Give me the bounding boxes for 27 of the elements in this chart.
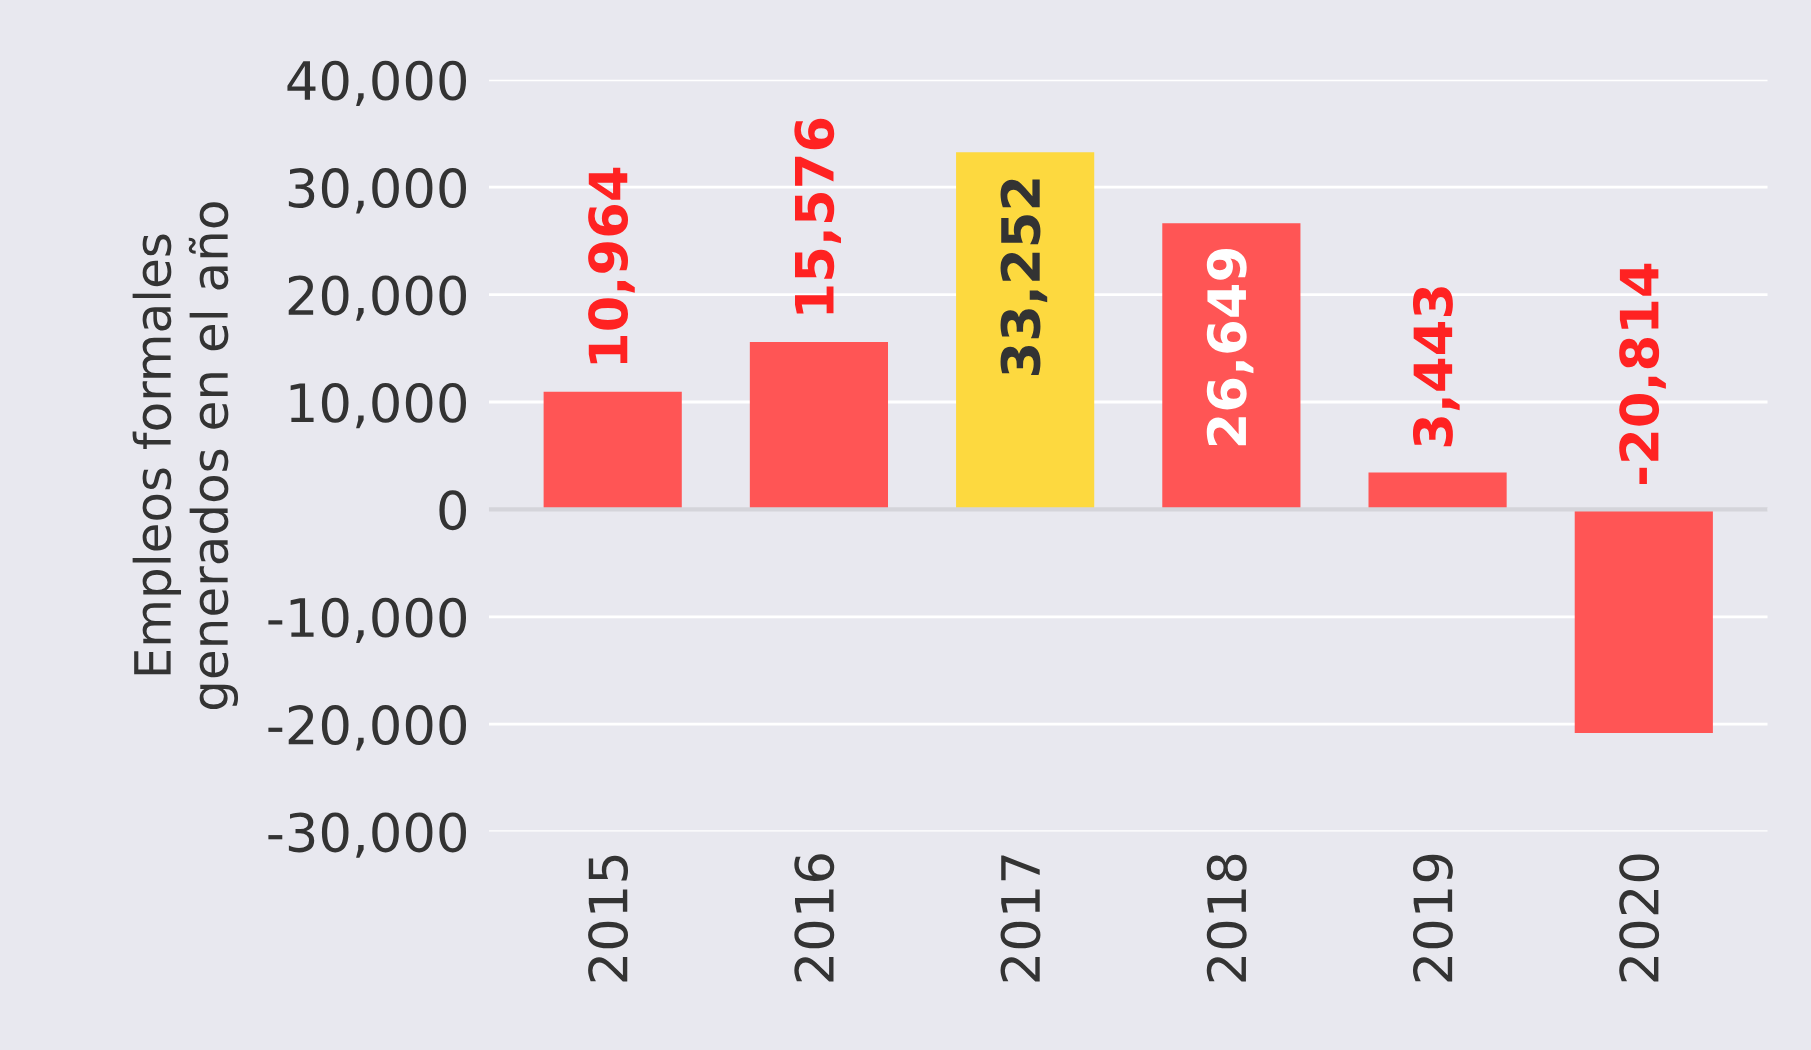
y-tick-label: 20,000: [288, 275, 467, 321]
y-tick-label: 0: [439, 490, 467, 531]
y-tick-label: -20,000: [268, 705, 467, 751]
y-tick-label: 30,000: [288, 168, 467, 214]
x-tick-label: 2019: [1412, 854, 1453, 982]
data-label: -20,814: [1619, 263, 1666, 484]
y-tick-label: -10,000: [268, 597, 467, 643]
y-tick-label: 40,000: [287, 60, 467, 106]
bar: [749, 342, 889, 510]
x-tick-label: 2017: [1000, 855, 1041, 982]
x-tick-label: 2018: [1206, 854, 1247, 982]
x-tick-label: 2020: [1619, 854, 1660, 982]
bar: [956, 152, 1095, 510]
data-label: 3,443: [1412, 287, 1460, 447]
y-tick-label: -30,000: [268, 812, 467, 858]
bar: [1574, 509, 1713, 733]
x-tick-label: 2015: [588, 855, 629, 982]
data-label: 26,649: [1206, 249, 1254, 446]
y-axis-title: Empleos formales generados en el año: [132, 202, 239, 710]
bar: [543, 391, 682, 510]
data-label: 33,252: [1000, 179, 1048, 375]
x-tick-label: 2016: [794, 854, 835, 982]
data-label: 15,576: [794, 118, 841, 314]
bar: [1368, 472, 1507, 510]
bar: [1162, 223, 1301, 510]
y-tick-label: 10,000: [290, 382, 467, 429]
data-label: 10,964: [588, 167, 635, 364]
